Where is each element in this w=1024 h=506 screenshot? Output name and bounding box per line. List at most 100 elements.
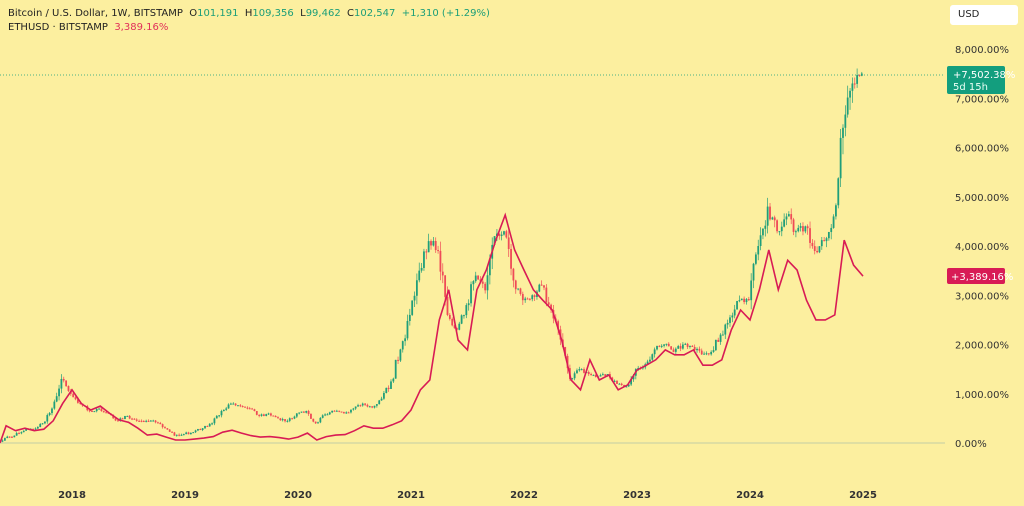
btc-candle: [783, 213, 786, 228]
btc-candle: [674, 347, 677, 355]
btc-candle: [660, 344, 663, 349]
btc-candle: [354, 406, 357, 410]
btc-candle: [55, 392, 58, 403]
btc-candle: [397, 356, 399, 365]
btc-candle: [526, 297, 529, 300]
currency-button[interactable]: USD: [950, 5, 1018, 25]
btc-candle: [620, 382, 623, 386]
btc-candle: [773, 215, 776, 228]
btc-candle: [802, 222, 804, 236]
btc-candle: [225, 406, 228, 411]
btc-candle: [797, 224, 800, 233]
btc-candle: [312, 418, 315, 423]
btc-candle: [343, 411, 345, 414]
btc-candle: [663, 344, 665, 348]
btc-candle: [672, 347, 675, 353]
btc-candle: [500, 231, 503, 241]
y-tick-label: 2,000.00%: [955, 341, 1009, 352]
btc-candle: [700, 348, 703, 355]
symbol-title: Bitcoin / U.S. Dollar, 1W, BITSTAMP: [8, 8, 183, 19]
btc-candle: [371, 406, 374, 409]
btc-candle: [277, 416, 279, 419]
btc-candle: [378, 399, 381, 405]
btc-candle: [474, 271, 477, 283]
eth-price-label: +3,389.16%: [947, 268, 1013, 284]
btc-candle: [60, 374, 63, 394]
x-axis[interactable]: 2018 2019 2020 2021 2022 2023 2024 2025: [58, 490, 877, 501]
btc-candle: [827, 231, 830, 241]
btc-candle: [284, 419, 286, 423]
btc-candle: [145, 419, 148, 423]
btc-candle: [458, 321, 461, 331]
btc-candle: [599, 373, 602, 377]
btc-candle: [319, 417, 322, 424]
btc-candle: [34, 427, 37, 430]
main-series-legend[interactable]: Bitcoin / U.S. Dollar, 1W, BITSTAMP O101…: [8, 8, 490, 19]
btc-candle: [338, 410, 341, 413]
btc-candle: [340, 411, 343, 413]
btc-candle: [413, 291, 416, 307]
btc-candle: [849, 88, 851, 110]
btc-candle: [270, 412, 272, 417]
btc-candle: [837, 177, 840, 209]
btc-candle: [420, 263, 423, 273]
btc-candle: [133, 418, 136, 420]
btc-candle: [321, 414, 324, 419]
btc-candle: [189, 432, 192, 435]
btc-candle: [670, 345, 673, 351]
btc-candle: [745, 298, 748, 305]
eth-series-line: [0, 212, 864, 444]
y-axis[interactable]: 0.00% 1,000.00% 2,000.00% 3,000.00% 4,000.00…: [955, 45, 1009, 450]
btc-candle: [138, 419, 140, 422]
btc-candle: [778, 231, 781, 236]
btc-candle: [792, 217, 795, 236]
btc-candle: [310, 413, 312, 420]
btc-candle: [11, 436, 13, 438]
btc-candle: [255, 410, 258, 416]
btc-candle: [185, 431, 188, 435]
compare-series-legend[interactable]: ETHUSD · BITSTAMP 3,389.16%: [8, 22, 168, 33]
btc-candle: [394, 359, 397, 379]
btc-candle: [154, 419, 157, 424]
btc-candle: [571, 377, 574, 380]
btc-candle: [665, 343, 668, 347]
btc-candle: [350, 409, 352, 414]
btc-candle: [62, 376, 65, 383]
btc-candle: [147, 419, 150, 423]
btc-candle: [766, 197, 769, 234]
btc-candle: [578, 366, 581, 372]
btc-candle: [352, 407, 355, 411]
btc-candle: [324, 413, 326, 417]
btc-candle: [180, 433, 183, 436]
btc-candle: [823, 237, 826, 242]
y-tick-label: 5,000.00%: [955, 193, 1009, 204]
btc-candle: [804, 225, 807, 234]
btc-candle: [227, 403, 230, 409]
btc-candle: [724, 323, 727, 339]
btc-candle: [295, 412, 298, 419]
btc-candle: [736, 300, 738, 310]
btc-candle: [258, 414, 261, 418]
btc-candle: [679, 343, 682, 352]
y-tick-label: 7,000.00%: [955, 94, 1009, 105]
btc-candle: [178, 433, 181, 437]
btc-candle: [20, 431, 23, 435]
btc-candle: [375, 404, 378, 408]
btc-candle: [486, 267, 489, 300]
btc-candle: [251, 407, 253, 410]
btc-candle: [726, 319, 729, 329]
btc-candle: [835, 203, 837, 220]
btc-candle: [305, 410, 308, 414]
btc-candle: [244, 406, 246, 408]
btc-candle: [477, 275, 479, 281]
btc-candle: [328, 411, 331, 415]
btc-candle: [540, 280, 543, 286]
btc-candle: [307, 409, 310, 416]
btc-candle: [434, 237, 437, 253]
btc-candle: [677, 344, 680, 349]
btc-candle: [747, 296, 750, 301]
btc-candle: [265, 413, 268, 417]
btc-candle: [237, 405, 239, 407]
btc-candle: [686, 342, 689, 349]
